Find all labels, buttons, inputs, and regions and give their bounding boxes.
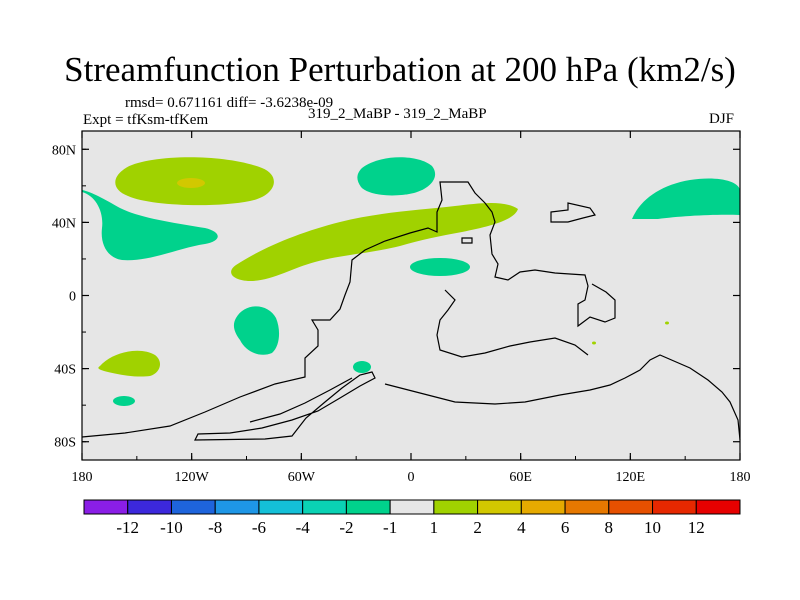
colorbar-label: -2 bbox=[339, 518, 353, 537]
colorbar-label: -1 bbox=[383, 518, 397, 537]
colorbar-box bbox=[214, 499, 260, 515]
y-tick-label: 80S bbox=[54, 436, 76, 451]
colorbar-label: -12 bbox=[116, 518, 139, 537]
colorbar-box bbox=[564, 499, 610, 515]
anomaly-north-atlantic-negative bbox=[357, 157, 436, 196]
y-tick-label: 80N bbox=[52, 143, 76, 158]
anomaly-indian-ocean-spot bbox=[592, 341, 596, 345]
colorbar-label: 10 bbox=[644, 518, 661, 537]
anomaly-south-pacific-positive bbox=[98, 350, 161, 377]
coastline-south-lobe bbox=[194, 371, 376, 441]
x-tick-label: 60W bbox=[288, 470, 316, 485]
colorbar-box bbox=[127, 499, 172, 515]
anomaly-northeast-pacific-negative bbox=[82, 190, 218, 261]
anomaly-north-pacific-core bbox=[177, 178, 205, 188]
colorbar-label: 6 bbox=[561, 518, 570, 537]
colorbar-box bbox=[477, 499, 522, 515]
stats-label: rmsd= 0.671161 diff= -3.6238e-09 bbox=[125, 95, 334, 111]
colorbar-label: 2 bbox=[473, 518, 482, 537]
chart-title: Streamfunction Perturbation at 200 hPa (… bbox=[64, 50, 736, 89]
colorbar-box bbox=[520, 499, 566, 515]
colorbar-box bbox=[302, 499, 347, 515]
coastlines bbox=[81, 181, 741, 441]
x-tick-label: 120W bbox=[175, 470, 210, 485]
colorbar-label: -10 bbox=[160, 518, 183, 537]
anomaly-south-atlantic-negative bbox=[353, 361, 371, 373]
colorbar: -12 -10 -8 -6 -4 -2 -1 1 2 4 6 8 10 12 bbox=[83, 499, 741, 537]
coastline-south-lobe-inner bbox=[249, 377, 353, 423]
y-tick-label: 0 bbox=[69, 290, 76, 305]
anomaly-fills bbox=[82, 157, 740, 406]
anomaly-north-africa-negative bbox=[410, 258, 470, 276]
x-tick-label: 180 bbox=[730, 470, 751, 485]
colorbar-label: -4 bbox=[296, 518, 311, 537]
x-tick-label: 0 bbox=[408, 470, 415, 485]
x-tick-label: 60E bbox=[509, 470, 532, 485]
colorbar-box bbox=[345, 499, 391, 515]
colorbar-box bbox=[83, 499, 129, 515]
colorbar-box bbox=[170, 499, 216, 515]
colorbar-label: 4 bbox=[517, 518, 526, 537]
colorbar-label: 8 bbox=[605, 518, 614, 537]
colorbar-label: 1 bbox=[430, 518, 439, 537]
colorbar-label: 12 bbox=[688, 518, 705, 537]
anomaly-south-pacific-small-negative bbox=[113, 396, 135, 406]
colorbar-box bbox=[389, 499, 435, 515]
colorbar-box bbox=[652, 499, 697, 515]
coastline-americas-africa bbox=[81, 181, 616, 438]
colorbar-box bbox=[258, 499, 304, 515]
anomaly-equatorial-east-pacific-negative bbox=[233, 306, 280, 355]
coastline-equatorial-block bbox=[436, 289, 589, 358]
colorbar-box bbox=[695, 499, 741, 515]
case-label: 319_2_MaBP - 319_2_MaBP bbox=[308, 106, 487, 122]
colorbar-label: -6 bbox=[252, 518, 266, 537]
y-tick-label: 40S bbox=[54, 363, 76, 378]
experiment-label: Expt = tfKsm-tfKem bbox=[83, 112, 209, 128]
colorbar-box bbox=[433, 499, 479, 515]
coastline-small-island bbox=[461, 237, 473, 244]
anomaly-subtropical-jet-positive bbox=[231, 203, 518, 282]
y-tick-label: 40N bbox=[52, 216, 76, 231]
coastline-indo-pacific bbox=[384, 354, 741, 441]
axes: 180 120W 60W 0 60E 120E 180 80N 40N 0 40S 80S bbox=[52, 131, 751, 485]
season-label: DJF bbox=[709, 111, 735, 127]
colorbar-box bbox=[608, 499, 654, 515]
coastline-island bbox=[550, 202, 597, 223]
anomaly-west-pacific-spot bbox=[665, 321, 669, 325]
colorbar-label: -8 bbox=[208, 518, 222, 537]
x-tick-label: 120E bbox=[616, 470, 646, 485]
x-tick-label: 180 bbox=[72, 470, 93, 485]
anomaly-north-pacific-east-negative bbox=[632, 178, 740, 219]
